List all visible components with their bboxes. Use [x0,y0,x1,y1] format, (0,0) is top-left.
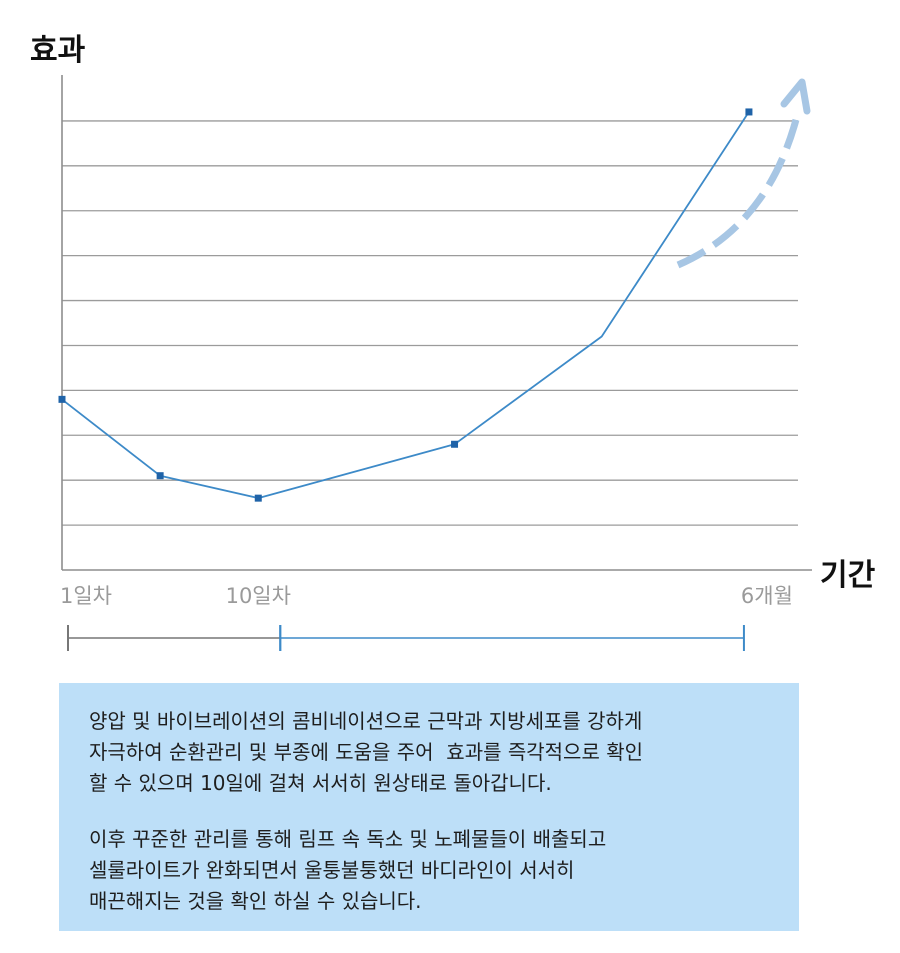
phase-bracket [279,625,745,651]
phase-bracket [67,625,282,651]
description-line: 매끈해지는 것을 확인 하실 수 있습니다. [89,889,422,913]
description-box: 양압 및 바이브레이션의 콤비네이션으로 근막과 지방세포를 강하게 자극하여 … [59,683,799,931]
description-line: 이후 꾸준한 관리를 통해 림프 속 독소 및 노폐물들이 배출되고 [89,827,607,851]
data-point [254,494,262,502]
description-line: 양압 및 바이브레이션의 콤비네이션으로 근막과 지방세포를 강하게 [89,709,643,733]
grid-lines [62,120,798,526]
phase-timeline [67,625,745,651]
data-point [156,472,164,480]
x-tick-label: 10일차 [226,584,291,608]
x-tick-labels: 1일차 10일차 6개월 [60,584,793,608]
x-tick-label: 6개월 [741,584,793,608]
series-line [61,111,750,500]
paragraph-gap [89,799,779,824]
description-line: 자극하여 순환관리 및 부종에 도움을 주어 효과를 즉각적으로 확인 [89,740,644,764]
data-point [451,440,459,448]
description-line: 할 수 있으며 10일에 걸쳐 서서히 원상태로 돌아갑니다. [89,771,552,795]
x-tick-label: 1일차 [60,584,112,608]
x-axis-title: 기간 [820,558,876,593]
y-axis-title: 효과 [30,33,86,68]
trend-arrow-head-icon [780,78,811,115]
data-point [58,395,66,403]
trend-arrow-icon [676,111,802,269]
data-point [745,108,753,116]
data-points [58,108,753,502]
description-line: 셀룰라이트가 완화되면서 울퉁불퉁했던 바디라인이 서서히 [89,858,575,882]
